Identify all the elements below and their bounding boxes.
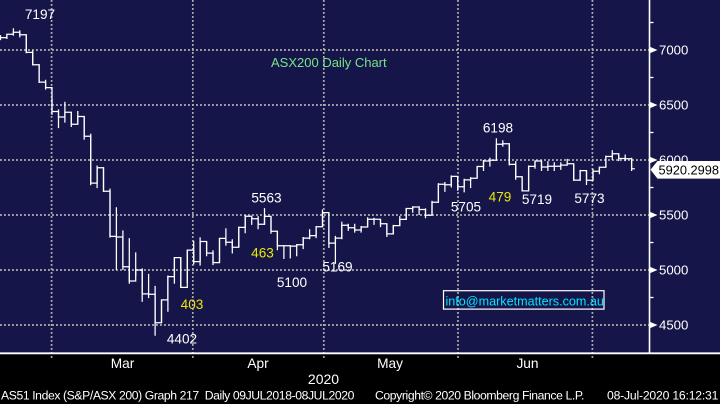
svg-text:5773: 5773 [574,191,604,206]
svg-text:403: 403 [181,297,204,312]
svg-text:5920.2998: 5920.2998 [659,163,720,178]
svg-text:5719: 5719 [522,192,552,207]
svg-text:6500: 6500 [659,98,688,113]
svg-text:479: 479 [489,190,512,205]
svg-text:Mar: Mar [111,356,135,371]
svg-text:5563: 5563 [251,191,281,206]
svg-text:info@marketmatters.com.au: info@marketmatters.com.au [446,294,604,308]
svg-text:May: May [377,356,403,371]
svg-text:463: 463 [251,246,274,261]
svg-text:4402: 4402 [167,332,197,347]
svg-text:7197: 7197 [25,7,55,22]
svg-text:Copyright© 2020 Bloomberg Fina: Copyright© 2020 Bloomberg Finance L.P. [375,389,584,403]
svg-text:6198: 6198 [483,121,513,136]
svg-text:4500: 4500 [659,318,688,333]
svg-text:Apr: Apr [247,356,269,371]
svg-text:5500: 5500 [659,208,688,223]
svg-text:Jun: Jun [516,356,538,371]
svg-text:5705: 5705 [451,200,481,215]
svg-text:7000: 7000 [659,43,688,58]
svg-text:5100: 5100 [277,275,308,290]
svg-text:AS51 Index (S&P/ASX 200) Graph: AS51 Index (S&P/ASX 200) Graph 217 Daily… [1,389,355,403]
svg-text:5000: 5000 [659,263,688,278]
svg-text:2020: 2020 [308,371,339,387]
svg-text:08-Jul-2020 16:12:31: 08-Jul-2020 16:12:31 [607,389,719,403]
svg-text:5169: 5169 [322,260,352,275]
svg-text:ASX200 Daily Chart: ASX200 Daily Chart [271,55,387,70]
